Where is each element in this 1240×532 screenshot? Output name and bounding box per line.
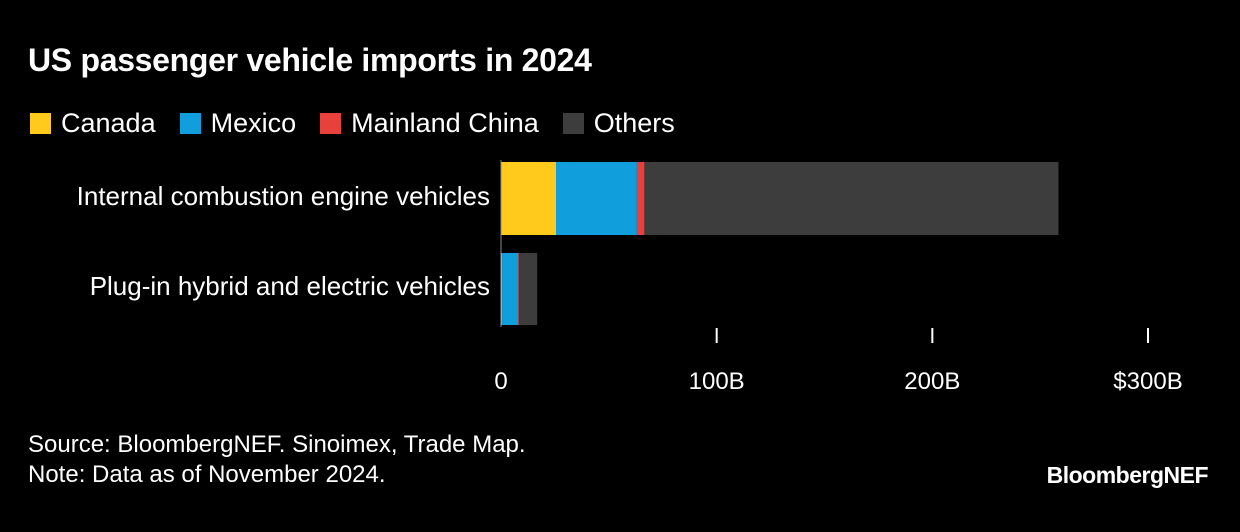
legend-item-mainland-china: Mainland China xyxy=(320,108,539,139)
brand-logo: BloombergNEF xyxy=(1046,462,1209,488)
category-label-phev-ev: Plug-in hybrid and electric vehicles xyxy=(89,271,490,301)
chart-title: US passenger vehicle imports in 2024 xyxy=(28,42,592,78)
legend-swatch-others xyxy=(562,112,584,134)
legend-label-others: Others xyxy=(593,107,675,138)
bar-0-mexico xyxy=(556,162,637,235)
legend-swatch-canada xyxy=(30,112,51,134)
x-tick-label-100b: 100B xyxy=(688,368,745,395)
legend-item-mexico: Mexico xyxy=(179,107,297,139)
legend-swatch-mexico xyxy=(179,112,201,134)
bar-1-others xyxy=(518,253,538,325)
legend-label-mexico: Mexico xyxy=(210,107,297,138)
footer: Source: BloombergNEF. Sinoimex, Trade Ma… xyxy=(28,430,526,490)
legend: Canada Mexico Mainland China Others xyxy=(30,106,699,140)
bar-0-canada xyxy=(501,162,556,235)
note-text: Note: Data as of November 2024. xyxy=(28,461,386,488)
x-tick-label-200b: 200B xyxy=(904,368,961,395)
legend-item-canada: Canada xyxy=(30,108,156,139)
x-tick-label-0: 0 xyxy=(494,368,508,395)
legend-label-canada: Canada xyxy=(61,107,156,138)
x-tick-label-300b: $300B xyxy=(1113,368,1183,395)
legend-label-mainland-china: Mainland China xyxy=(351,107,539,138)
bar-0-mainland-china xyxy=(636,162,645,235)
category-label-ice: Internal combustion engine vehicles xyxy=(76,181,490,211)
bar-1-canada xyxy=(501,253,503,325)
bar-1-mexico xyxy=(502,253,519,325)
legend-swatch-mainland-china xyxy=(320,112,342,134)
source-text: Source: BloombergNEF. Sinoimex, Trade Ma… xyxy=(28,431,526,458)
bar-1-mainland-china xyxy=(518,253,520,325)
bar-0-others xyxy=(644,162,1059,235)
legend-item-others: Others xyxy=(562,107,675,139)
